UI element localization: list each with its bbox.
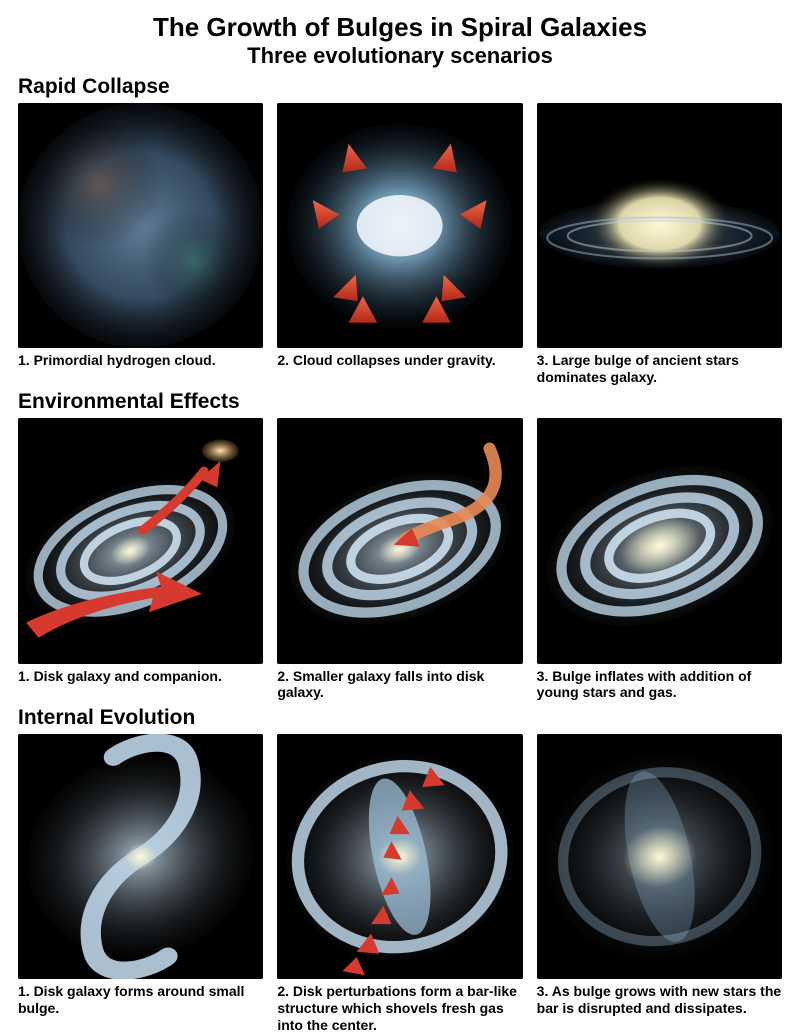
row-env: 1. Disk galaxy and companion. 2. Smaller… <box>18 418 782 701</box>
section-heading-env: Environmental Effects <box>18 390 782 414</box>
caption-2-1: 1. Disk galaxy and companion. <box>18 668 263 702</box>
cell-3-1: 1. Disk galaxy forms around small bulge. <box>18 734 263 1033</box>
panel-spiral-big-bulge <box>537 418 782 663</box>
cell-2-2: 2. Smaller galaxy falls into disk galaxy… <box>277 418 522 701</box>
caption-1-1: 1. Primordial hydrogen cloud. <box>18 352 263 386</box>
caption-2-3: 3. Bulge inflates with addition of young… <box>537 668 782 702</box>
panel-spiral-infall <box>277 418 522 663</box>
cell-3-2: 2. Disk perturbations form a bar-like st… <box>277 734 522 1033</box>
panel-nebula-cloud <box>18 103 263 348</box>
section-heading-int: Internal Evolution <box>18 706 782 730</box>
page-subtitle: Three evolutionary scenarios <box>18 43 782 69</box>
cell-1-1: 1. Primordial hydrogen cloud. <box>18 103 263 386</box>
panel-edge-on-bulge <box>537 103 782 348</box>
panel-barred-arrows <box>277 734 522 979</box>
page-title: The Growth of Bulges in Spiral Galaxies <box>18 12 782 43</box>
caption-3-2: 2. Disk perturbations form a bar-like st… <box>277 983 522 1033</box>
panel-dissipating-bar <box>537 734 782 979</box>
cell-1-2: 2. Cloud collapses under gravity. <box>277 103 522 386</box>
cell-2-1: 1. Disk galaxy and companion. <box>18 418 263 701</box>
row-rapid: 1. Primordial hydrogen cloud. <box>18 103 782 386</box>
section-heading-rapid: Rapid Collapse <box>18 75 782 99</box>
caption-2-2: 2. Smaller galaxy falls into disk galaxy… <box>277 668 522 702</box>
caption-1-3: 3. Large bulge of ancient stars dominate… <box>537 352 782 386</box>
panel-faceon-small-bulge <box>18 734 263 979</box>
panel-spiral-companion <box>18 418 263 663</box>
row-int: 1. Disk galaxy forms around small bulge. <box>18 734 782 1033</box>
caption-1-2: 2. Cloud collapses under gravity. <box>277 352 522 386</box>
cell-1-3: 3. Large bulge of ancient stars dominate… <box>537 103 782 386</box>
cell-2-3: 3. Bulge inflates with addition of young… <box>537 418 782 701</box>
panel-cloud-collapse <box>277 103 522 348</box>
cell-3-3: 3. As bulge grows with new stars the bar… <box>537 734 782 1033</box>
